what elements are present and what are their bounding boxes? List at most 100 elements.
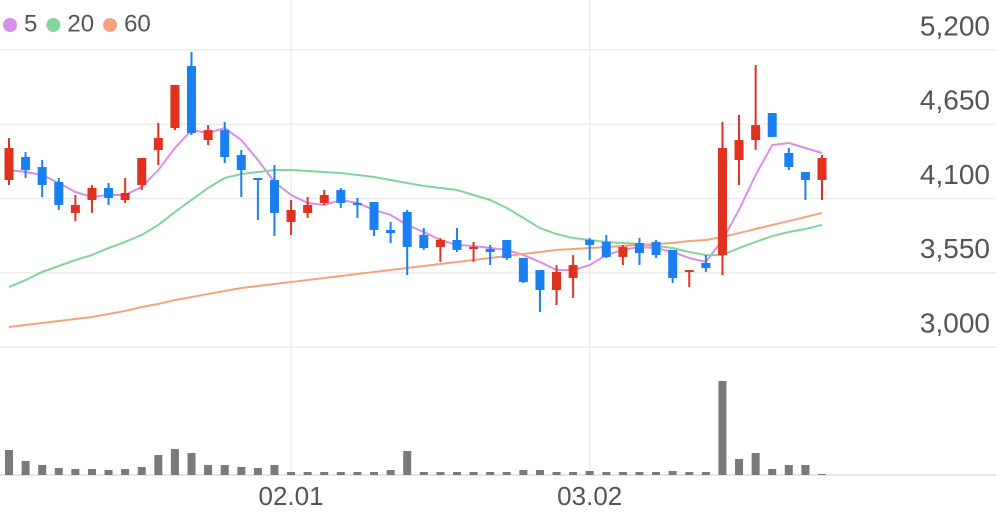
candle-body [87, 187, 97, 200]
y-tick-label: 3,000 [920, 307, 990, 338]
volume-bar [569, 472, 578, 475]
candle-body [568, 265, 578, 279]
candle-body [37, 167, 47, 185]
candle-body [269, 180, 279, 213]
legend-label: 60 [124, 10, 151, 37]
volume-bar [652, 472, 661, 475]
volume-bar [204, 465, 213, 475]
candle-body [21, 157, 31, 171]
candle-body [502, 239, 512, 259]
candle-body [402, 212, 412, 247]
volume-bar [436, 472, 445, 475]
volume-bar [768, 469, 777, 475]
volume-bar [701, 472, 710, 475]
legend-swatch [3, 18, 17, 32]
y-tick-label: 4,100 [920, 159, 990, 190]
candle-body [336, 189, 346, 203]
volume-bar [320, 472, 329, 475]
y-tick-label: 3,550 [920, 233, 990, 264]
candle-body [352, 202, 362, 205]
volume-bar [270, 465, 279, 475]
candle-body [701, 263, 711, 269]
volume-bar [585, 471, 594, 475]
volume-bar [784, 465, 793, 475]
volume-bar [818, 474, 826, 475]
candle-body [220, 130, 230, 158]
candle-body [784, 153, 794, 168]
candle-body [104, 187, 114, 198]
volume-bar [668, 471, 677, 475]
candle-body [54, 182, 64, 205]
candle-body [651, 241, 661, 256]
candle-body [751, 125, 761, 141]
candle-body [153, 138, 163, 151]
volume-bar [419, 472, 428, 475]
volume-bar [137, 467, 146, 475]
moving-average-line [8, 169, 823, 288]
volume-bar [303, 472, 312, 475]
y-tick-label: 4,650 [920, 85, 990, 116]
candle-body [767, 113, 777, 137]
candle-body [203, 130, 213, 141]
volume-bar [403, 451, 412, 475]
volume-bar [602, 472, 611, 475]
legend-label: 5 [24, 10, 37, 37]
volume-bar [104, 470, 113, 475]
legend-swatch [46, 18, 61, 32]
volume-bar [121, 469, 130, 475]
x-tick-label: 02.01 [259, 481, 324, 511]
candle-body [552, 271, 562, 291]
volume-bar [54, 468, 63, 475]
volume-bar [735, 459, 744, 475]
candle-body [386, 229, 396, 234]
candle-body [253, 177, 263, 181]
candle-body [585, 239, 595, 245]
candle-body [170, 84, 180, 129]
volume-bar [486, 472, 495, 475]
volume-bar [618, 472, 627, 475]
volume-bar [685, 472, 694, 475]
volume-bar [336, 472, 345, 475]
volume-bar [502, 472, 511, 475]
candle-body [419, 234, 429, 249]
volume-bar [635, 472, 644, 475]
volume-bar [187, 453, 196, 475]
volume-bar [237, 467, 246, 475]
moving-average-line [8, 211, 823, 329]
legend-swatch [103, 18, 118, 32]
candle-body [634, 243, 644, 254]
volume-bar [519, 470, 528, 475]
candle-body [535, 270, 545, 291]
candle-body [70, 204, 80, 213]
volume-bar [5, 450, 13, 475]
candle-body [717, 148, 727, 256]
candle-body [369, 202, 379, 230]
candle-body [485, 248, 495, 252]
candle-body [137, 158, 147, 185]
candle-body [469, 246, 479, 249]
volume-bar [21, 461, 30, 475]
candle-body [817, 158, 827, 181]
candle-body [120, 192, 130, 200]
candle-body [601, 241, 611, 257]
x-tick-label: 03.02 [557, 481, 622, 511]
candle-body [518, 258, 528, 283]
volume-bar [751, 453, 760, 475]
volume-bar [552, 472, 561, 475]
volume-bar [718, 381, 727, 475]
volume-bar [386, 470, 395, 475]
volume-bar [353, 472, 362, 475]
candle-body [452, 239, 462, 250]
candle-body [734, 140, 744, 161]
candle-body [236, 155, 246, 171]
volume-bar [801, 465, 810, 475]
volume-bar [71, 469, 80, 475]
candle-body [303, 204, 313, 213]
volume-bar [287, 472, 296, 475]
candle-body [668, 249, 678, 279]
volume-bar [170, 449, 179, 475]
volume-bar [220, 465, 229, 475]
volume-bar [370, 472, 379, 475]
volume-bar [87, 469, 96, 475]
